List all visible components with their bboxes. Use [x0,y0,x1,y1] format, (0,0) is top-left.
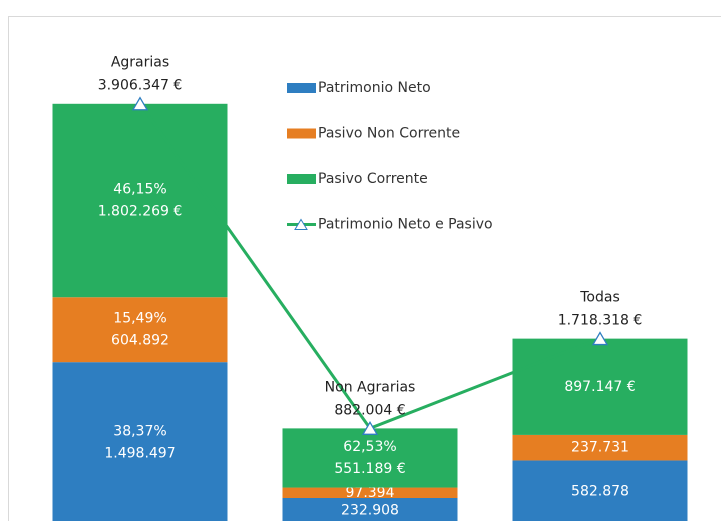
percent-label: 38,37% [113,424,166,440]
bar-segment [282,487,458,499]
percent-label: 62,53% [343,439,396,455]
value-label: 232.908 [341,503,399,519]
line-marker [591,331,609,346]
value-label: 237.731 [571,440,629,456]
legend-swatch [287,83,316,93]
legend-label: Patrimonio Neto [318,80,431,96]
value-label: 1.802.269 € [98,204,183,220]
legend-label: Pasivo Corrente [318,171,428,187]
percent-label: 15,49% [113,311,166,327]
legend-swatch [287,128,316,139]
value-label: 582.878 [571,484,629,500]
value-label: 551.189 € [334,461,405,477]
value-label: 604.892 [111,333,169,349]
total-label: 882.004 € [334,402,405,418]
line-marker [361,421,379,435]
bar-segment [282,498,458,521]
value-label: 97.394 [346,485,395,501]
bar-segment [512,434,688,461]
bar-segment [52,362,228,521]
total-label: 3.906.347 € [98,78,183,94]
bar-segment [512,460,688,521]
legend-marker [294,218,308,230]
line-marker [131,96,149,111]
bar-segment [52,297,228,363]
category-label: Todas [579,290,620,306]
bar-segment [282,428,458,488]
value-label: 1.498.497 [104,446,175,462]
bar-segment [52,103,228,298]
category-label: Agrarias [111,55,169,71]
total-label: 1.718.318 € [558,313,643,329]
legend-label: Patrimonio Neto e Pasivo [318,217,493,233]
value-label: 897.147 € [564,379,635,395]
bar-segment [512,338,688,435]
percent-label: 46,15% [113,182,166,198]
legend-swatch [287,174,316,184]
legend-label: Pasivo Non Corrente [318,126,460,142]
category-label: Non Agrarias [325,379,416,395]
